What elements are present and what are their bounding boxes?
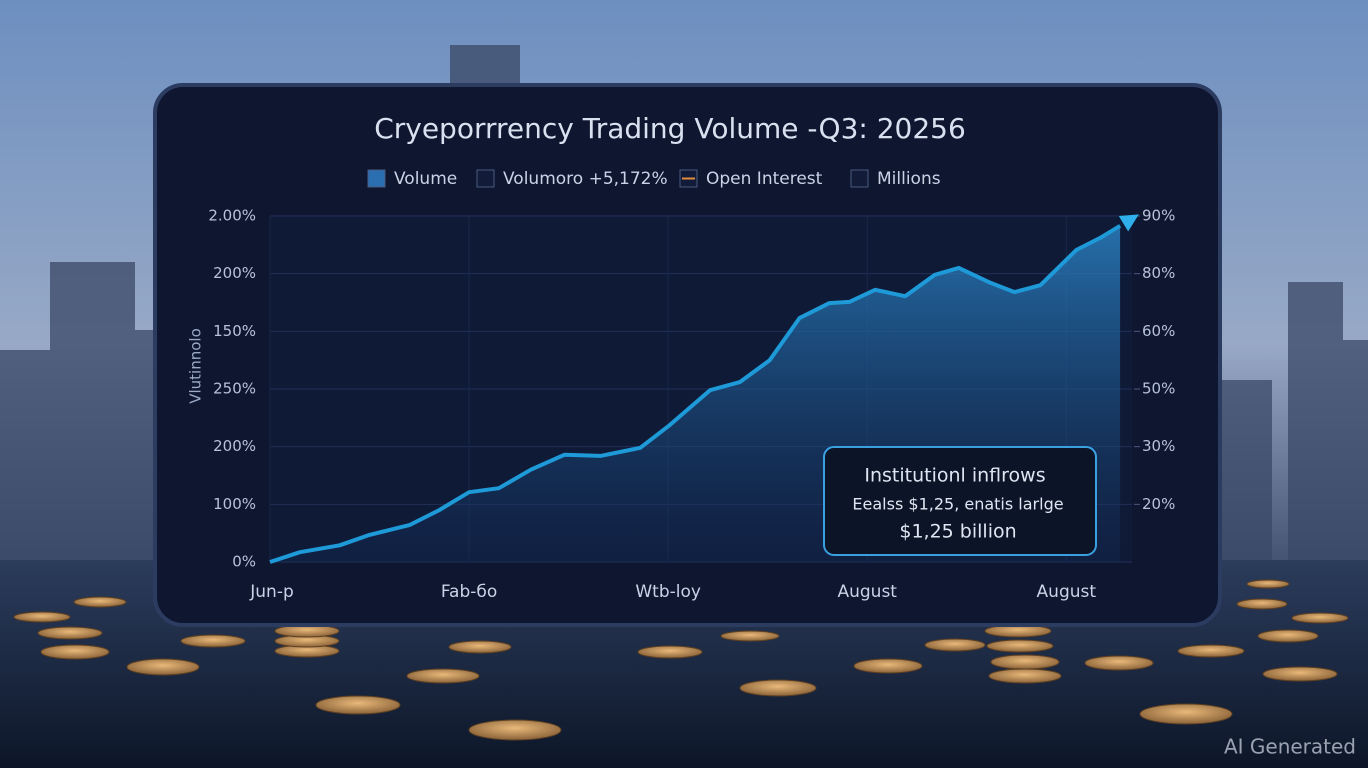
arrow-head [1118, 214, 1139, 232]
y-axis-label: Vlutinnolo [187, 328, 205, 404]
x-tick-label: Jun-p [249, 582, 294, 602]
legend-label: Volumoro +5,172% [503, 169, 668, 189]
x-tick-label: August [837, 582, 897, 602]
legend-swatch [367, 169, 386, 188]
y-tick-label: 2.00% [208, 207, 256, 225]
y2-tick-label: 30% [1142, 437, 1175, 455]
coins [13, 579, 1349, 741]
legend-swatch [476, 169, 495, 188]
legend-label: Volume [394, 169, 457, 189]
annotation-line: $1,25 billion [899, 521, 1016, 543]
annotation-title: Institutionl inflrows [864, 465, 1045, 487]
y2-tick-label: 20% [1142, 495, 1175, 513]
chart: Cryeporrrency Trading Volume -Q3: 20256 … [187, 112, 1176, 602]
y-tick-label: 0% [232, 553, 256, 571]
y-tick-label: 100% [213, 495, 256, 513]
chart-title: Cryeporrrency Trading Volume -Q3: 20256 [374, 112, 966, 145]
y2-tick-label: 80% [1142, 264, 1175, 282]
y-tick-label: 200% [213, 437, 256, 455]
y2-tick-label: 60% [1142, 322, 1175, 340]
x-tick-label: Wtb-loy [635, 582, 701, 602]
annotation-box [823, 446, 1097, 556]
y-tick-label: 150% [213, 322, 256, 340]
watermark: AI Generated [1224, 735, 1356, 759]
legend-swatch [850, 169, 869, 188]
annotation-line: Eealss $1,25, enatis larlge [852, 495, 1063, 514]
y-tick-label: 200% [213, 264, 256, 282]
y2-tick-label: 50% [1142, 380, 1175, 398]
line [269, 224, 1122, 564]
x-tick-label: Fab-бo [441, 582, 497, 602]
y2-tick-label: 90% [1142, 207, 1175, 225]
x-tick-label: August [1037, 582, 1097, 602]
legend-label: Open Interest [706, 169, 823, 189]
legend-label: Millions [877, 169, 941, 189]
y-tick-label: 250% [213, 380, 256, 398]
